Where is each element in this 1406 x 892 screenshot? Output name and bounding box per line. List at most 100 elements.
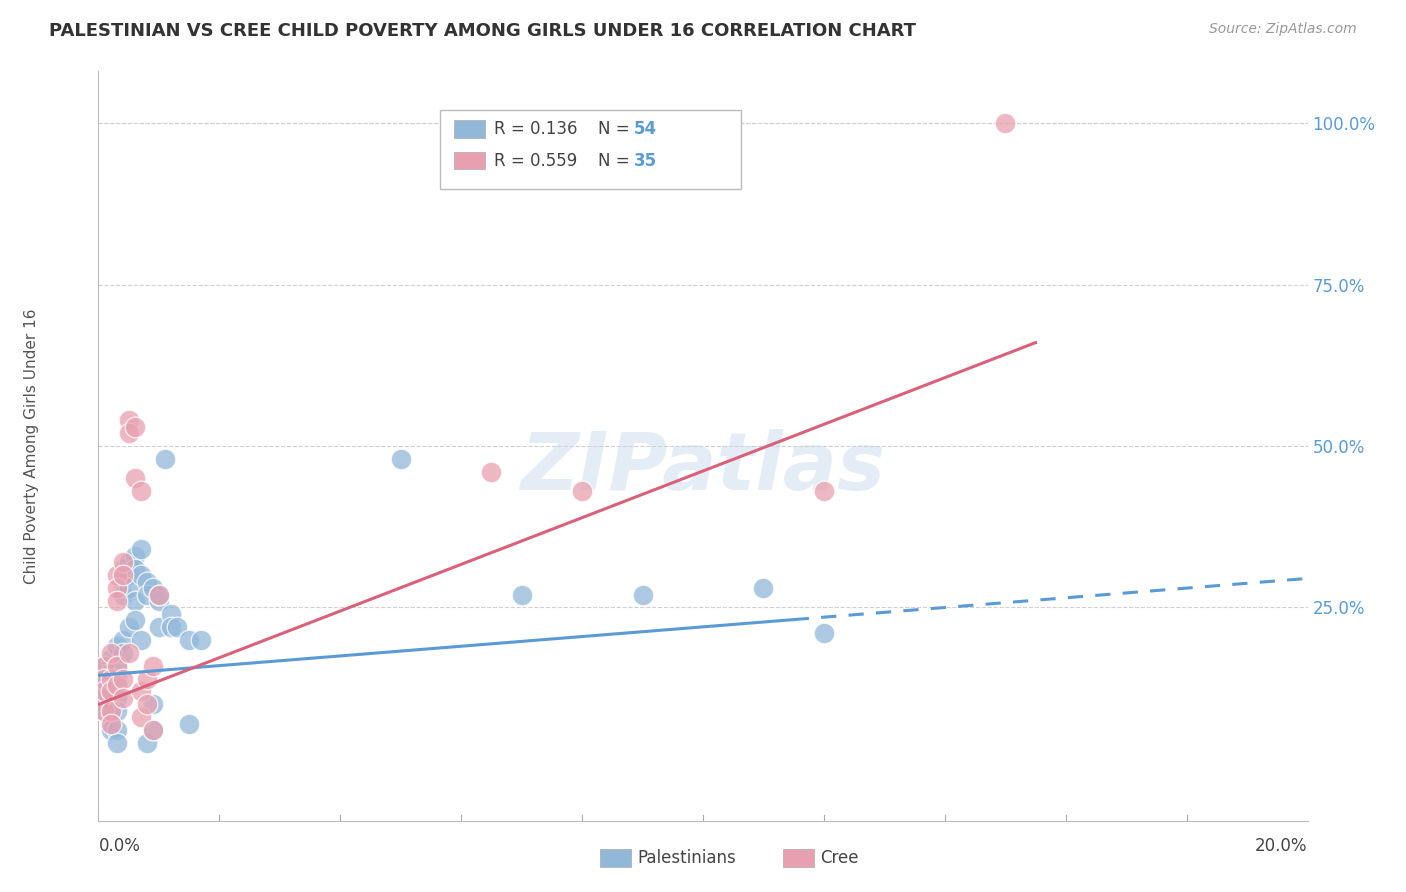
Point — [100, 698, 122, 712]
Point — [124, 549, 146, 563]
Point — [179, 716, 201, 731]
Point — [124, 419, 146, 434]
Point — [93, 678, 115, 692]
Point — [118, 620, 141, 634]
Point — [111, 646, 134, 660]
Point — [129, 710, 152, 724]
Text: Source: ZipAtlas.com: Source: ZipAtlas.com — [1209, 22, 1357, 37]
Point — [100, 684, 122, 698]
Point — [100, 716, 122, 731]
Text: R = 0.136: R = 0.136 — [494, 120, 576, 138]
Point — [129, 542, 152, 557]
Point — [124, 614, 146, 628]
Point — [118, 646, 141, 660]
Point — [142, 723, 165, 738]
Point — [571, 484, 593, 499]
Point — [135, 736, 157, 750]
Point — [105, 581, 128, 595]
Point — [510, 588, 533, 602]
Point — [129, 568, 152, 582]
Point — [142, 723, 165, 738]
Point — [100, 704, 122, 718]
Point — [105, 568, 128, 582]
Point — [93, 684, 115, 698]
Point — [124, 562, 146, 576]
Point — [105, 658, 128, 673]
Point — [153, 451, 176, 466]
Point — [129, 684, 152, 698]
Point — [111, 588, 134, 602]
Point — [118, 426, 141, 441]
Point — [148, 594, 170, 608]
Point — [129, 632, 152, 647]
Point — [111, 562, 134, 576]
Point — [93, 658, 115, 673]
Point — [100, 652, 122, 666]
Point — [135, 698, 157, 712]
Point — [142, 581, 165, 595]
Text: Child Poverty Among Girls Under 16: Child Poverty Among Girls Under 16 — [24, 309, 39, 583]
Text: 54: 54 — [634, 120, 657, 138]
Point — [105, 678, 128, 692]
Point — [135, 574, 157, 589]
Point — [111, 568, 134, 582]
Point — [135, 672, 157, 686]
Point — [752, 581, 775, 595]
Point — [105, 736, 128, 750]
Text: PALESTINIAN VS CREE CHILD POVERTY AMONG GIRLS UNDER 16 CORRELATION CHART: PALESTINIAN VS CREE CHILD POVERTY AMONG … — [49, 22, 917, 40]
Text: ZIPatlas: ZIPatlas — [520, 429, 886, 508]
Text: 20.0%: 20.0% — [1256, 837, 1308, 855]
Point — [111, 690, 134, 705]
Point — [631, 588, 654, 602]
Point — [148, 620, 170, 634]
Point — [142, 658, 165, 673]
Point — [148, 588, 170, 602]
Point — [160, 607, 183, 621]
Point — [813, 484, 835, 499]
Point — [105, 704, 128, 718]
Point — [111, 632, 134, 647]
Text: R = 0.559: R = 0.559 — [494, 152, 576, 169]
Point — [118, 413, 141, 427]
Point — [135, 588, 157, 602]
Point — [105, 639, 128, 653]
Point — [166, 620, 188, 634]
Text: N =: N = — [598, 120, 628, 138]
Point — [129, 484, 152, 499]
Point — [100, 723, 122, 738]
Point — [813, 626, 835, 640]
Point — [111, 672, 134, 686]
Text: 35: 35 — [634, 152, 657, 169]
Text: 0.0%: 0.0% — [98, 837, 141, 855]
Point — [389, 451, 412, 466]
Text: Palestinians: Palestinians — [637, 849, 735, 867]
Point — [93, 658, 115, 673]
Point — [160, 620, 183, 634]
Text: Cree: Cree — [820, 849, 858, 867]
Point — [105, 594, 128, 608]
Point — [111, 555, 134, 569]
Point — [100, 684, 122, 698]
Point — [100, 646, 122, 660]
Text: N =: N = — [598, 152, 628, 169]
Point — [142, 698, 165, 712]
Point — [481, 465, 503, 479]
Point — [93, 704, 115, 718]
Point — [105, 672, 128, 686]
Point — [994, 116, 1017, 130]
Point — [105, 658, 128, 673]
Point — [124, 471, 146, 485]
Point — [100, 710, 122, 724]
Point — [93, 704, 115, 718]
Point — [118, 555, 141, 569]
Point — [118, 568, 141, 582]
Point — [93, 690, 115, 705]
Point — [100, 672, 122, 686]
Point — [100, 665, 122, 679]
Point — [190, 632, 212, 647]
Point — [105, 723, 128, 738]
Point — [93, 672, 115, 686]
Point — [111, 574, 134, 589]
Point — [148, 588, 170, 602]
Point — [105, 690, 128, 705]
